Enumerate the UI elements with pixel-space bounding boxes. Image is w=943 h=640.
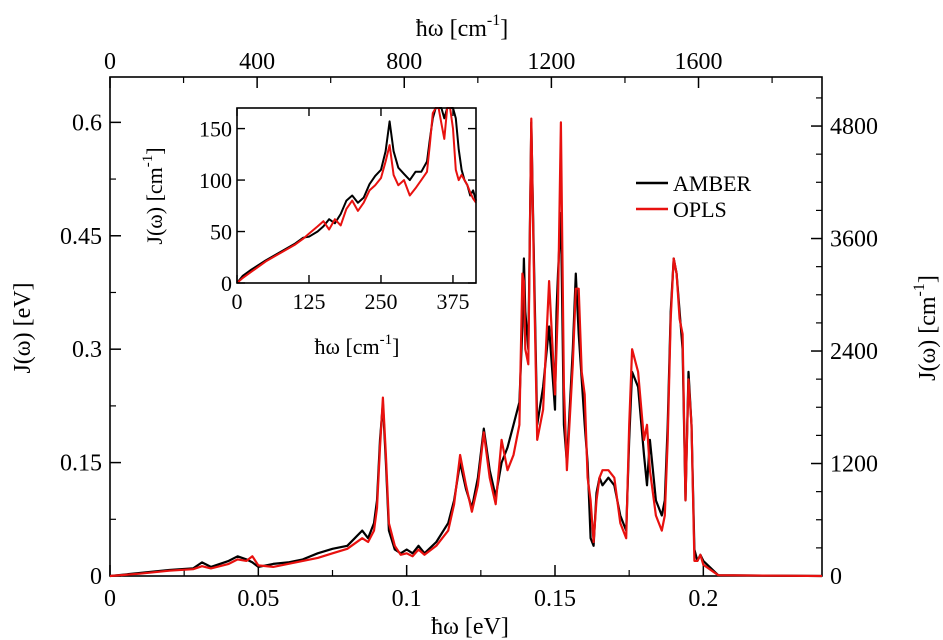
inset-y-tick-label: 50 (210, 220, 232, 245)
inset-x-tick-label: 125 (292, 289, 325, 314)
legend-opls-label: OPLS (673, 197, 727, 222)
main-x-tick-label: 0.2 (688, 586, 718, 612)
main-y-tick-label: 0 (90, 564, 102, 590)
main-right-tick-label: 0 (830, 564, 842, 590)
inset-series-opls-line (236, 107, 477, 284)
main-top-axis-label: ħω [cm-1] (416, 12, 508, 42)
inset-x-axis-label: ħω [cm-1] (314, 332, 399, 359)
main-right-tick-label: 4800 (830, 114, 878, 140)
main-x-tick-label: 0.1 (392, 586, 422, 612)
main-x-tick-label: 0.05 (237, 586, 279, 612)
main-top-tick-label: 400 (239, 49, 275, 75)
main-x-tick-label: 0 (104, 586, 116, 612)
inset-y-tick-label: 0 (221, 271, 232, 296)
main-plot: 0 0.05 0.1 0.15 0.2 0 0.15 0.3 0.45 0.6 0 400 800 1… (10, 12, 941, 640)
legend-amber-label: AMBER (673, 171, 752, 196)
main-y-tick-label: 0.6 (72, 110, 102, 136)
inset-x-tick-label: 0 (232, 289, 243, 314)
main-y-ticks: 0 0.15 0.3 0.45 0.6 (60, 110, 121, 590)
inset-plot: 0 125 250 375 0 50 100 150 ħω [cm-1] J(ω) [cm-… (140, 107, 477, 359)
main-top-tick-label: 800 (386, 49, 422, 75)
inset-x-tick-label: 250 (364, 289, 397, 314)
main-y-tick-label: 0.15 (60, 451, 102, 477)
main-series-opls-line (109, 117, 823, 578)
main-right-tick-label: 2400 (830, 339, 878, 365)
legend: AMBER OPLS (636, 171, 752, 222)
inset-series-group (236, 107, 477, 284)
inset-y-tick-label: 150 (199, 117, 232, 142)
main-series-group (109, 117, 823, 578)
main-top-tick-label: 1600 (675, 49, 723, 75)
inset-x-tick-label: 375 (436, 289, 469, 314)
main-right-axis-label: J(ω) [cm-1] (911, 275, 941, 381)
main-top-tick-label: 1200 (527, 49, 575, 75)
main-x-axis-label: ħω [eV] (431, 614, 509, 640)
inset-y-tick-label: 100 (199, 168, 232, 193)
main-top-tick-label: 0 (104, 49, 116, 75)
main-right-tick-label: 3600 (830, 227, 878, 253)
inset-y-ticks: 0 50 100 150 (199, 117, 476, 296)
main-plot-frame (109, 76, 823, 577)
inset-series-amber-line (236, 107, 477, 284)
inset-plot-frame (236, 107, 477, 284)
main-right-ticks: 0 1200 2400 3600 4800 (811, 97, 878, 590)
main-top-ticks: 0 400 800 1200 1600 (104, 49, 773, 88)
inset-y-axis-label: J(ω) [cm-1] (140, 147, 167, 244)
inset-x-ticks: 0 125 250 375 (232, 108, 469, 314)
main-y-tick-label: 0.3 (72, 337, 102, 363)
main-x-tick-label: 0.15 (534, 586, 576, 612)
main-y-axis-label: J(ω) [eV] (10, 282, 36, 373)
main-right-tick-label: 1200 (830, 452, 878, 478)
main-x-ticks: 0 0.05 0.1 0.15 0.2 (104, 565, 718, 612)
main-y-tick-label: 0.45 (60, 224, 102, 250)
